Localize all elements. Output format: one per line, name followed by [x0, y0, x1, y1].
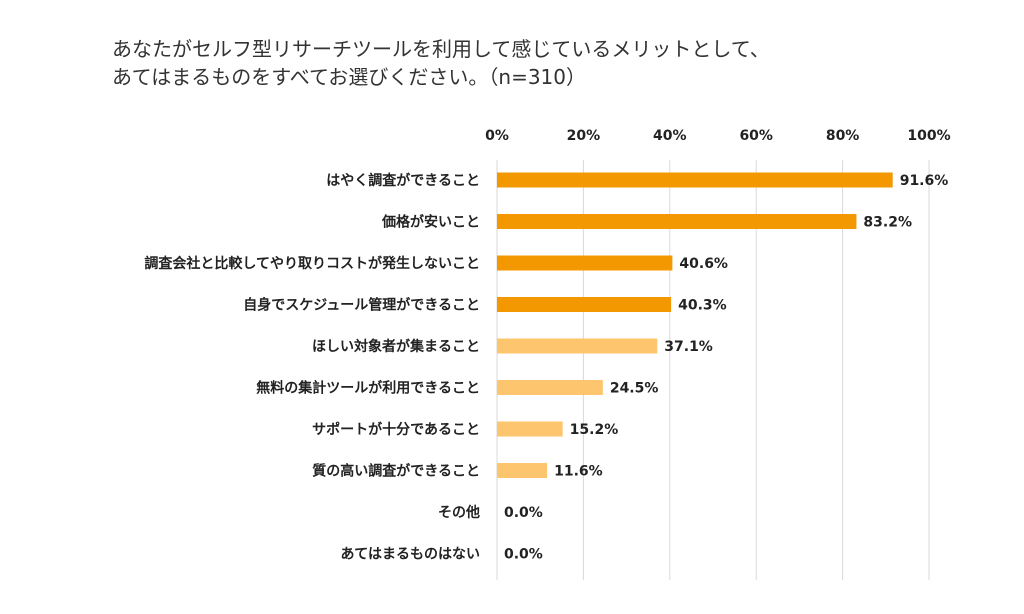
category-label: はやく調査ができること	[326, 172, 480, 189]
data-label: 0.0%	[504, 505, 543, 521]
x-tick-label: 0%	[485, 128, 509, 144]
category-label: ほしい対象者が集まること	[312, 338, 480, 355]
data-label: 24.5%	[610, 381, 659, 397]
gridlines	[496, 160, 930, 580]
category-label: その他	[438, 504, 480, 521]
bar	[497, 214, 857, 229]
x-tick-label: 100%	[907, 128, 950, 144]
bars	[497, 172, 893, 478]
bar	[497, 463, 548, 478]
bar	[497, 297, 672, 312]
data-label: 40.3%	[678, 298, 727, 314]
chart-subtitle: あてはまるものをすべてお選びください。（n=310）	[112, 65, 586, 89]
category-label: 無料の集計ツールが利用できること	[256, 380, 480, 397]
category-label: 質の高い調査ができること	[312, 463, 480, 480]
x-tick-label: 60%	[739, 128, 773, 144]
bar	[497, 172, 893, 188]
category-label: あてはまるものはない	[341, 547, 480, 563]
category-labels: はやく調査ができること価格が安いこと調査会社と比較してやり取りコストが発生しない…	[144, 172, 480, 563]
bar	[497, 255, 673, 271]
value-labels: 91.6% 83.2% 40.6% 40.3% 37.1% 24.5% 15.2% 11.6%…	[504, 173, 948, 563]
data-label: 83.2%	[863, 215, 912, 231]
x-tick-label: 20%	[567, 128, 601, 144]
x-tick-label: 40%	[653, 128, 687, 144]
bar	[497, 421, 563, 437]
data-label: 40.6%	[679, 256, 728, 272]
bar	[497, 380, 603, 395]
data-label: 91.6%	[900, 173, 949, 189]
chart-title: あなたがセルフ型リサーチツールを利用して感じているメリットとして、	[112, 37, 770, 61]
category-label: サポートが十分であること	[312, 421, 480, 438]
data-label: 15.2%	[570, 422, 619, 438]
category-label: 自身でスケジュール管理ができること	[243, 297, 480, 314]
category-label: 調査会社と比較してやり取りコストが発生しないこと	[144, 255, 480, 272]
data-label: 11.6%	[554, 464, 603, 480]
data-label: 0.0%	[504, 547, 543, 563]
bar	[497, 338, 658, 354]
x-tick-label: 80%	[826, 128, 860, 144]
data-label: 37.1%	[664, 339, 713, 355]
x-axis-ticks: 0% 20% 40% 60% 80% 100%	[485, 128, 951, 144]
category-label: 価格が安いこと	[381, 214, 480, 231]
